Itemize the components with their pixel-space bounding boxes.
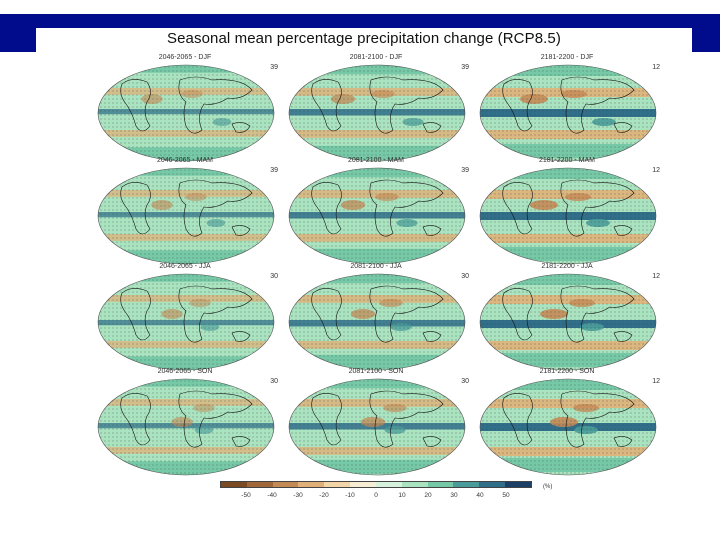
colorbar-tick-label: -50 bbox=[241, 492, 251, 499]
world-map-image bbox=[479, 378, 657, 476]
figure-title: Seasonal mean percentage precipitation c… bbox=[167, 30, 561, 47]
map-panel: 2181-2200 - DJF 12 bbox=[474, 54, 660, 164]
colorbar-tick-label: 40 bbox=[476, 492, 484, 499]
colorbar-swatch bbox=[298, 482, 325, 487]
panel-label: 2046-2065 - DJF bbox=[158, 54, 212, 61]
colorbar-swatches bbox=[220, 481, 532, 488]
panel-model-count: 30 bbox=[461, 273, 469, 280]
panel-label: 2181-2200 - MAM bbox=[538, 157, 596, 164]
panel-model-count: 39 bbox=[270, 167, 278, 174]
panel-label: 2081-2100 - DJF bbox=[349, 54, 403, 61]
colorbar-tick-label: 30 bbox=[450, 492, 458, 499]
world-map-image bbox=[288, 64, 466, 162]
colorbar-swatch bbox=[401, 482, 428, 487]
map-panel: 2181-2200 - JJA 12 bbox=[474, 263, 660, 373]
map-panel: 2046-2065 - JJA 30 bbox=[92, 263, 278, 373]
colorbar-swatch bbox=[479, 482, 506, 487]
world-map-image bbox=[97, 64, 275, 162]
map-panel: 2181-2200 - SON 12 bbox=[474, 368, 660, 478]
panel-model-count: 30 bbox=[270, 273, 278, 280]
world-map-image bbox=[97, 273, 275, 371]
world-map-image bbox=[97, 167, 275, 265]
panel-label: 2081-2100 - MAM bbox=[347, 157, 405, 164]
world-map-image bbox=[288, 378, 466, 476]
panel-model-count: 12 bbox=[652, 64, 660, 71]
panel-model-count: 12 bbox=[652, 273, 660, 280]
colorbar-tick-label: -10 bbox=[345, 492, 355, 499]
colorbar: -50 -40 -30 -20 -10 0 10 20 30 40 50 bbox=[220, 481, 532, 511]
world-map-image bbox=[288, 167, 466, 265]
map-panel: 2046-2065 - SON 30 bbox=[92, 368, 278, 478]
colorbar-swatch bbox=[350, 482, 376, 487]
map-panel: 2081-2100 - JJA 30 bbox=[283, 263, 469, 373]
colorbar-swatch bbox=[324, 482, 351, 487]
colorbar-swatch bbox=[427, 482, 454, 487]
colorbar-tick-label: -30 bbox=[293, 492, 303, 499]
colorbar-swatch bbox=[246, 482, 273, 487]
colorbar-swatch bbox=[375, 482, 402, 487]
map-panel: 2046-2065 - MAM 39 bbox=[92, 157, 278, 267]
panel-label: 2181-2200 - JJA bbox=[541, 263, 593, 270]
panel-model-count: 30 bbox=[461, 378, 469, 385]
map-panel: 2046-2065 - DJF 39 bbox=[92, 54, 278, 164]
colorbar-tick-label: 50 bbox=[502, 492, 510, 499]
map-panel: 2181-2200 - MAM 12 bbox=[474, 157, 660, 267]
panel-label: 2046-2065 - SON bbox=[157, 368, 213, 375]
colorbar-swatch bbox=[505, 482, 531, 487]
panel-model-count: 12 bbox=[652, 378, 660, 385]
panel-label: 2181-2200 - DJF bbox=[540, 54, 594, 61]
title-panel: Seasonal mean percentage precipitation c… bbox=[36, 28, 692, 56]
colorbar-unit: (%) bbox=[543, 484, 553, 490]
map-panel: 2081-2100 - SON 30 bbox=[283, 368, 469, 478]
world-map-image bbox=[97, 378, 275, 476]
panel-model-count: 12 bbox=[652, 167, 660, 174]
colorbar-swatch bbox=[272, 482, 299, 487]
world-map-image bbox=[479, 167, 657, 265]
panel-model-count: 39 bbox=[461, 167, 469, 174]
colorbar-tick-label: -20 bbox=[319, 492, 329, 499]
colorbar-tick-label: 0 bbox=[374, 492, 378, 499]
colorbar-swatch bbox=[453, 482, 480, 487]
world-map-image bbox=[479, 273, 657, 371]
colorbar-tick-label: 10 bbox=[398, 492, 406, 499]
map-panel: 2081-2100 - DJF 39 bbox=[283, 54, 469, 164]
panel-model-count: 30 bbox=[270, 378, 278, 385]
panel-label: 2046-2065 - JJA bbox=[159, 263, 211, 270]
colorbar-tick-label: -40 bbox=[267, 492, 277, 499]
world-map-image bbox=[288, 273, 466, 371]
panel-model-count: 39 bbox=[270, 64, 278, 71]
panel-label: 2081-2100 - SON bbox=[348, 368, 404, 375]
map-panel: 2081-2100 - MAM 39 bbox=[283, 157, 469, 267]
panel-label: 2081-2100 - JJA bbox=[350, 263, 402, 270]
panel-label: 2181-2200 - SON bbox=[539, 368, 595, 375]
colorbar-tick-label: 20 bbox=[424, 492, 432, 499]
colorbar-swatch bbox=[221, 482, 247, 487]
panel-label: 2046-2065 - MAM bbox=[156, 157, 214, 164]
world-map-image bbox=[479, 64, 657, 162]
panel-model-count: 39 bbox=[461, 64, 469, 71]
